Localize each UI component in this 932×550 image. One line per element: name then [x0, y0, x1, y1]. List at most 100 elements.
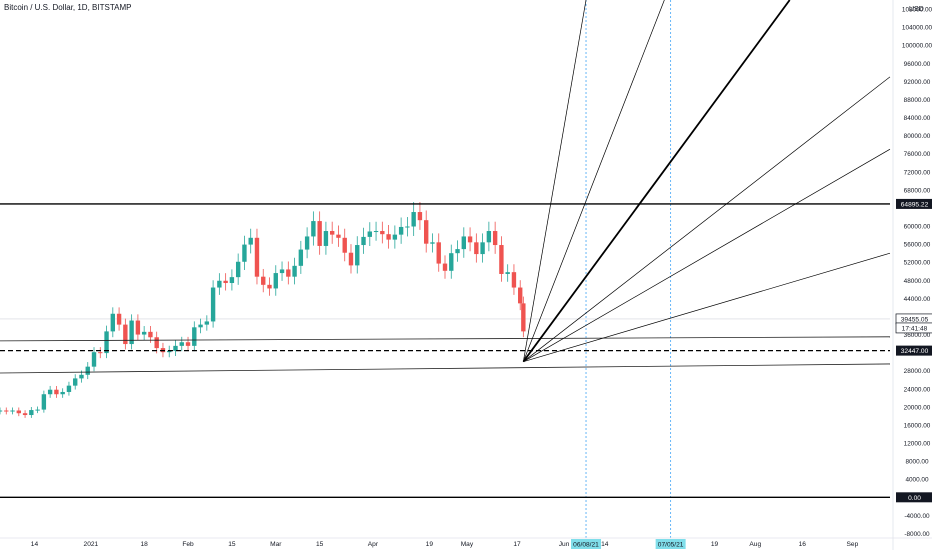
candle-body — [204, 321, 210, 325]
y-tick-label: 84000.00 — [904, 115, 931, 122]
y-tick-label: -4000.00 — [904, 513, 930, 520]
candle-body — [474, 242, 479, 255]
y-tick-label: 88000.00 — [904, 97, 931, 104]
candle-body — [129, 320, 134, 345]
candle-body — [292, 265, 297, 277]
candle-body — [148, 331, 153, 338]
candle-body — [217, 280, 222, 288]
y-tick-label: 100000.00 — [902, 43, 932, 50]
candle-body — [455, 249, 460, 254]
fan-line — [523, 252, 891, 363]
date-marker-box — [571, 539, 602, 549]
candle-body — [173, 345, 178, 351]
candle-body — [323, 231, 329, 246]
y-tick-label: -8000.00 — [904, 531, 930, 538]
candle-body — [85, 366, 90, 375]
y-tick-label: 16000.00 — [904, 422, 931, 429]
candle-body — [141, 331, 147, 335]
candle-body — [223, 280, 228, 284]
candle-body — [505, 272, 510, 274]
candle-body — [116, 313, 122, 325]
y-tick-label: 80000.00 — [904, 133, 931, 140]
candle-body — [518, 287, 523, 304]
candle-body — [480, 242, 485, 255]
resistance-price-box — [896, 198, 932, 209]
candle-body — [0, 410, 3, 412]
zero-price-text: 0.00 — [908, 495, 921, 502]
candle-body — [411, 212, 416, 227]
x-tick-label: 14 — [601, 541, 609, 548]
candle-body — [167, 350, 172, 353]
candle-body — [336, 234, 341, 238]
candle-body — [492, 231, 498, 246]
candle-body — [210, 287, 216, 322]
candle-body — [66, 385, 72, 392]
fan-line — [523, 148, 891, 362]
candle-body — [355, 245, 360, 266]
candle-body — [392, 234, 398, 240]
candle-body — [242, 244, 247, 262]
candle-body — [417, 212, 423, 221]
x-tick-label: May — [461, 541, 474, 548]
candle-body — [279, 269, 285, 274]
y-tick-label: 56000.00 — [904, 242, 931, 249]
candle-body — [16, 410, 21, 414]
countdown-box — [895, 322, 932, 334]
date-marker-text: 06/08/21 — [573, 542, 599, 549]
candle-body — [405, 226, 410, 228]
candle-body — [499, 245, 504, 274]
y-tick-label: 76000.00 — [904, 151, 931, 158]
candle-body — [198, 324, 203, 328]
y-tick-label: 12000.00 — [904, 441, 931, 448]
y-tick-label: 4000.00 — [905, 477, 929, 484]
zero-price-box — [896, 492, 932, 503]
candle-body — [54, 389, 59, 395]
last-price-price-text: 39455.05 — [901, 316, 929, 323]
candle-body — [248, 237, 253, 245]
candle-body — [486, 231, 492, 243]
candle-body — [35, 409, 40, 411]
candle-body — [348, 252, 354, 266]
x-tick-label: Aug — [749, 541, 761, 548]
y-tick-label: 72000.00 — [904, 169, 931, 176]
candle-body — [511, 272, 517, 288]
countdown-text: 17:41:48 — [902, 325, 928, 332]
candle-body — [10, 410, 15, 412]
candle-body — [311, 221, 316, 237]
candle-body — [29, 410, 34, 416]
candle-body — [91, 352, 97, 367]
y-tick-label: 68000.00 — [904, 187, 931, 194]
y-tick-label: 44000.00 — [904, 296, 931, 303]
candle-body — [436, 242, 441, 264]
x-tick-label: 14 — [31, 541, 39, 548]
y-tick-label: 8000.00 — [905, 459, 929, 466]
y-tick-label: 24000.00 — [904, 386, 931, 393]
candle-body — [304, 236, 310, 250]
candle-body — [442, 263, 448, 271]
candle-body — [60, 391, 65, 395]
candle-body — [449, 253, 454, 271]
x-tick-label: 18 — [140, 541, 148, 548]
candle-body — [179, 342, 184, 346]
x-tick-label: 15 — [228, 541, 236, 548]
candle-body — [286, 269, 291, 277]
fan-line — [523, 0, 587, 362]
support-price-box — [896, 345, 932, 356]
candle-body — [235, 261, 241, 278]
x-tick-label: Apr — [368, 541, 379, 548]
candle-body — [342, 237, 347, 253]
candle-body — [298, 249, 304, 266]
candle-body — [267, 284, 272, 289]
candle-body — [104, 331, 109, 354]
x-tick-label: Feb — [182, 541, 194, 548]
fan-line — [523, 76, 891, 362]
candle-body — [261, 276, 266, 285]
y-tick-label: 60000.00 — [904, 224, 931, 231]
candle-body — [98, 352, 103, 354]
candle-body — [273, 273, 278, 289]
candle-body — [4, 410, 9, 412]
candle-body — [367, 231, 372, 237]
candle-body — [41, 394, 47, 410]
fan-line — [523, 0, 665, 362]
